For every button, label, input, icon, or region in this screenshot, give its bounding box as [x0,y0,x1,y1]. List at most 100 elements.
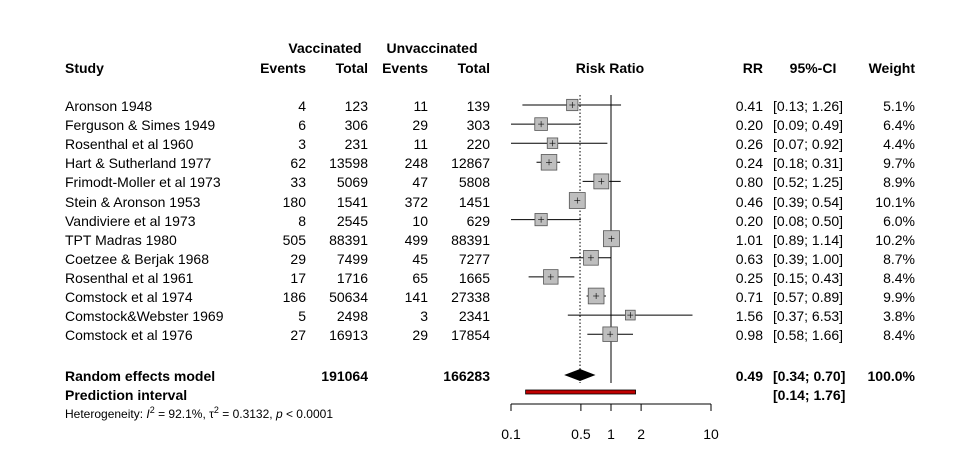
total-vaccinated: 231 [344,136,368,152]
random-effects-rr: 0.49 [735,368,763,384]
total-vaccinated: 7499 [336,251,368,267]
x-tick-label: 0.1 [501,426,521,442]
header-risk-ratio: Risk Ratio [575,60,645,76]
prediction-interval-ci: [0.14; 1.76] [773,387,846,403]
random-effects-total-unvaccinated: 166283 [443,368,490,384]
events-vaccinated: 6 [298,117,306,133]
study-weight: 10.1% [875,194,915,210]
x-tick-label: 0.5 [571,426,591,442]
events-unvaccinated: 45 [412,251,428,267]
events-unvaccinated: 141 [404,289,428,305]
study-name: Coetzee & Berjak 1968 [65,251,209,267]
header-study: Study [65,60,104,76]
events-vaccinated: 17 [290,270,306,286]
events-unvaccinated: 11 [413,98,428,114]
total-vaccinated: 13598 [329,155,368,171]
confidence-interval: [0.39; 1.00] [773,251,844,267]
study-weight: 3.8% [883,308,915,324]
total-unvaccinated: 629 [466,213,490,229]
risk-ratio-value: 0.20 [735,213,763,229]
risk-ratio-value: 0.20 [735,117,763,133]
confidence-interval: [0.13; 1.26] [773,98,844,114]
total-unvaccinated: 303 [466,117,490,133]
study-weight: 8.7% [883,251,915,267]
events-vaccinated: 180 [282,194,306,210]
events-unvaccinated: 65 [412,270,428,286]
header-total-unvaccinated: Total [457,60,490,76]
study-weight: 6.4% [883,117,915,133]
header-rr: RR [742,60,763,76]
risk-ratio-value: 0.98 [735,327,763,343]
random-effects-weight: 100.0% [867,368,915,384]
x-tick-label: 1 [607,426,615,442]
risk-ratio-value: 0.26 [735,136,763,152]
header-unvaccinated: Unvaccinated [386,40,478,56]
events-vaccinated: 33 [290,174,306,190]
risk-ratio-value: 1.01 [735,232,763,248]
total-unvaccinated: 1665 [458,270,490,286]
x-tick-label: 10 [703,426,719,442]
header-total-vaccinated: Total [335,60,368,76]
summary-diamond [564,369,596,381]
random-effects-total-vaccinated: 191064 [321,368,368,384]
study-weight: 8.9% [883,174,915,190]
confidence-interval: [0.07; 0.92] [773,136,844,152]
study-weight: 5.1% [883,98,915,114]
total-unvaccinated: 220 [466,136,490,152]
total-unvaccinated: 88391 [451,232,490,248]
study-name: Rosenthal et al 1961 [65,270,194,286]
total-unvaccinated: 7277 [458,251,490,267]
events-vaccinated: 3 [298,136,306,152]
study-weight: 4.4% [883,136,915,152]
total-vaccinated: 1541 [336,194,368,210]
events-unvaccinated: 372 [404,194,428,210]
confidence-interval: [0.15; 0.43] [773,270,844,286]
risk-ratio-value: 0.80 [735,174,763,190]
study-name: Ferguson & Simes 1949 [65,117,216,133]
risk-ratio-value: 0.46 [735,194,763,210]
total-unvaccinated: 5808 [458,174,490,190]
total-vaccinated: 16913 [329,327,368,343]
risk-ratio-value: 0.41 [735,98,763,114]
x-tick-label: 2 [637,426,645,442]
random-effects-ci: [0.34; 0.70] [773,368,846,384]
study-weight: 10.2% [875,232,915,248]
study-name: Stein & Aronson 1953 [65,194,201,210]
events-unvaccinated: 3 [420,308,428,324]
events-unvaccinated: 29 [412,327,428,343]
events-unvaccinated: 47 [412,174,428,190]
events-unvaccinated: 11 [413,136,428,152]
events-vaccinated: 62 [290,155,306,171]
study-name: Comstock&Webster 1969 [65,308,224,324]
events-vaccinated: 29 [290,251,306,267]
header-events-vaccinated: Events [260,60,306,76]
total-vaccinated: 2498 [336,308,368,324]
header-weight: Weight [868,60,915,76]
study-weight: 8.4% [883,327,915,343]
study-name: Aronson 1948 [65,98,153,114]
prediction-interval-label: Prediction interval [65,387,188,403]
random-effects-label: Random effects model [65,368,216,384]
total-vaccinated: 306 [344,117,368,133]
events-unvaccinated: 29 [412,117,428,133]
confidence-interval: [0.89; 1.14] [773,232,844,248]
total-unvaccinated: 139 [466,98,490,114]
confidence-interval: [0.18; 0.31] [773,155,844,171]
confidence-interval: [0.58; 1.66] [773,327,844,343]
header-vaccinated: Vaccinated [288,40,362,56]
events-vaccinated: 186 [282,289,306,305]
total-unvaccinated: 1451 [458,194,490,210]
total-vaccinated: 123 [344,98,368,114]
events-vaccinated: 5 [298,308,306,324]
events-unvaccinated: 499 [404,232,428,248]
events-vaccinated: 8 [298,213,306,229]
confidence-interval: [0.09; 0.49] [773,117,844,133]
risk-ratio-value: 0.24 [735,155,763,171]
study-weight: 8.4% [883,270,915,286]
confidence-interval: [0.57; 0.89] [773,289,844,305]
confidence-interval: [0.08; 0.50] [773,213,844,229]
risk-ratio-value: 0.25 [735,270,763,286]
events-vaccinated: 27 [290,327,306,343]
risk-ratio-value: 0.71 [735,289,763,305]
